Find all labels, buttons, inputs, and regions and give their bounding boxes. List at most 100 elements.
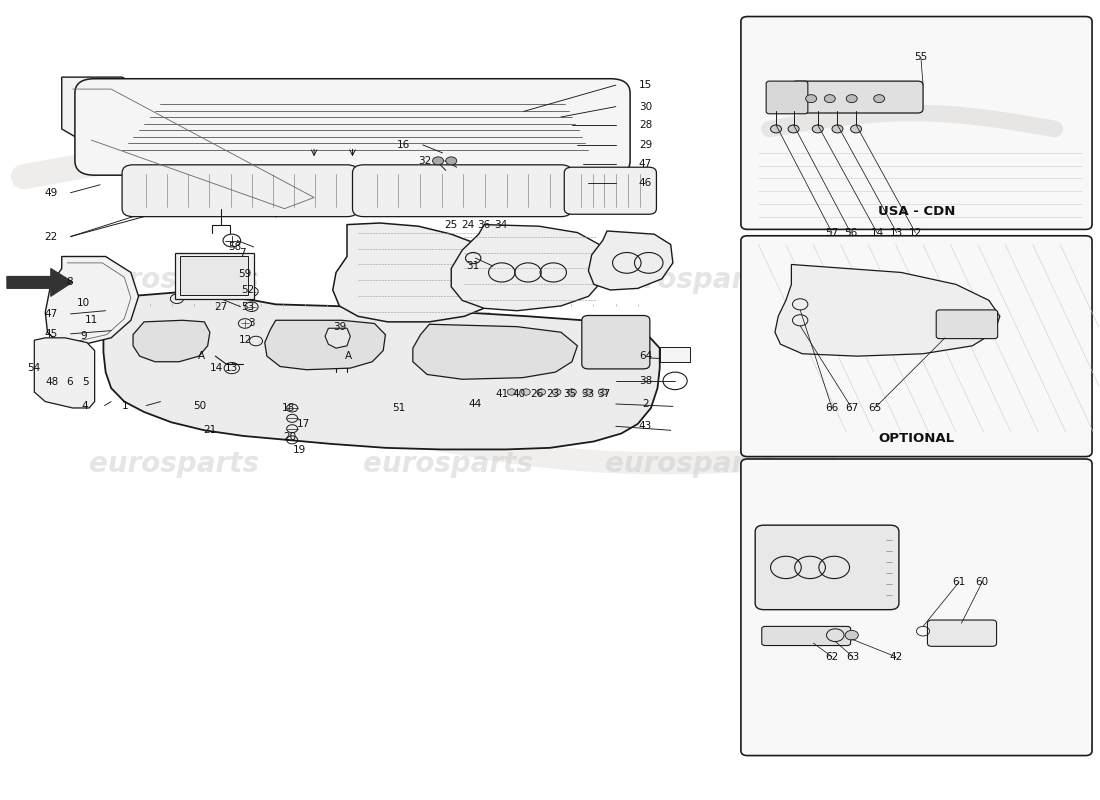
FancyBboxPatch shape	[936, 310, 998, 338]
Text: 28: 28	[639, 120, 652, 130]
Circle shape	[507, 389, 516, 395]
Text: 25: 25	[444, 220, 458, 230]
Text: 51: 51	[392, 403, 405, 413]
Circle shape	[845, 630, 858, 640]
Circle shape	[70, 380, 81, 388]
Text: 15: 15	[639, 80, 652, 90]
Text: 49: 49	[44, 188, 57, 198]
Text: 57: 57	[825, 227, 838, 238]
Text: 26: 26	[530, 389, 543, 398]
Circle shape	[850, 125, 861, 133]
FancyBboxPatch shape	[741, 236, 1092, 457]
Text: 38: 38	[639, 376, 652, 386]
Circle shape	[446, 157, 456, 165]
Text: 7: 7	[240, 247, 246, 258]
Bar	[175, 253, 254, 298]
Text: 36: 36	[477, 220, 491, 230]
Polygon shape	[45, 257, 139, 346]
FancyBboxPatch shape	[791, 81, 923, 113]
FancyBboxPatch shape	[756, 525, 899, 610]
Polygon shape	[265, 320, 385, 370]
Text: 1: 1	[122, 401, 129, 410]
Text: eurosparts: eurosparts	[605, 266, 774, 294]
Circle shape	[552, 389, 561, 395]
FancyBboxPatch shape	[582, 315, 650, 369]
Text: 66: 66	[825, 403, 838, 413]
FancyBboxPatch shape	[75, 78, 630, 175]
FancyBboxPatch shape	[122, 165, 358, 217]
Text: 32: 32	[418, 156, 431, 166]
Polygon shape	[7, 269, 73, 296]
FancyBboxPatch shape	[927, 620, 997, 646]
Circle shape	[432, 157, 443, 165]
Text: 3: 3	[249, 318, 255, 328]
Circle shape	[873, 94, 884, 102]
Bar	[180, 257, 249, 294]
Text: 41: 41	[495, 389, 508, 398]
Circle shape	[805, 94, 816, 102]
Text: 62: 62	[825, 652, 838, 662]
Circle shape	[537, 389, 546, 395]
Text: 54: 54	[28, 363, 41, 373]
Text: 55: 55	[914, 52, 927, 62]
Text: 23: 23	[547, 389, 560, 398]
Text: 43: 43	[639, 422, 652, 431]
Text: A: A	[198, 351, 205, 361]
Circle shape	[824, 94, 835, 102]
Text: eurosparts: eurosparts	[605, 450, 774, 478]
Text: USA - CDN: USA - CDN	[878, 206, 955, 218]
Circle shape	[598, 389, 607, 395]
Polygon shape	[103, 292, 660, 450]
Text: 42: 42	[889, 652, 902, 662]
Circle shape	[846, 94, 857, 102]
Circle shape	[812, 125, 823, 133]
Text: 8: 8	[66, 277, 73, 287]
FancyBboxPatch shape	[741, 459, 1092, 755]
Text: 50: 50	[194, 401, 207, 410]
Text: 18: 18	[283, 403, 296, 413]
Bar	[660, 347, 691, 362]
Text: 64: 64	[639, 351, 652, 361]
FancyBboxPatch shape	[767, 81, 807, 114]
Polygon shape	[412, 324, 578, 379]
Text: 16: 16	[396, 140, 409, 150]
Circle shape	[770, 125, 781, 133]
Text: 52: 52	[242, 285, 255, 295]
Text: 58: 58	[229, 242, 242, 252]
Text: eurosparts: eurosparts	[363, 266, 534, 294]
Text: 12: 12	[909, 227, 922, 238]
Text: eurosparts: eurosparts	[363, 450, 534, 478]
Circle shape	[832, 125, 843, 133]
Text: 39: 39	[332, 322, 346, 332]
Text: 34: 34	[494, 220, 507, 230]
Text: 2: 2	[642, 399, 649, 409]
Text: 14: 14	[210, 363, 223, 373]
Text: 12: 12	[239, 335, 252, 346]
Text: eurosparts: eurosparts	[89, 450, 258, 478]
Text: A: A	[344, 351, 352, 361]
Polygon shape	[451, 225, 607, 310]
Text: 63: 63	[846, 652, 859, 662]
Text: 29: 29	[639, 140, 652, 150]
Text: 31: 31	[466, 261, 480, 271]
Polygon shape	[133, 320, 210, 362]
Text: 33: 33	[581, 389, 594, 398]
FancyBboxPatch shape	[741, 17, 1092, 230]
Text: 44: 44	[469, 399, 482, 409]
FancyBboxPatch shape	[352, 165, 572, 217]
Text: 61: 61	[953, 577, 966, 586]
Circle shape	[521, 389, 530, 395]
Text: 13: 13	[890, 227, 903, 238]
Polygon shape	[774, 265, 1000, 356]
Text: eurosparts: eurosparts	[89, 266, 258, 294]
Text: 40: 40	[513, 389, 526, 398]
Circle shape	[48, 380, 59, 388]
Text: 17: 17	[297, 419, 310, 429]
Text: 60: 60	[976, 577, 989, 586]
Polygon shape	[62, 77, 341, 217]
Text: 21: 21	[204, 426, 217, 435]
Text: 45: 45	[44, 329, 57, 339]
Text: 22: 22	[44, 231, 57, 242]
Text: 19: 19	[294, 446, 307, 455]
Text: 6: 6	[66, 378, 73, 387]
